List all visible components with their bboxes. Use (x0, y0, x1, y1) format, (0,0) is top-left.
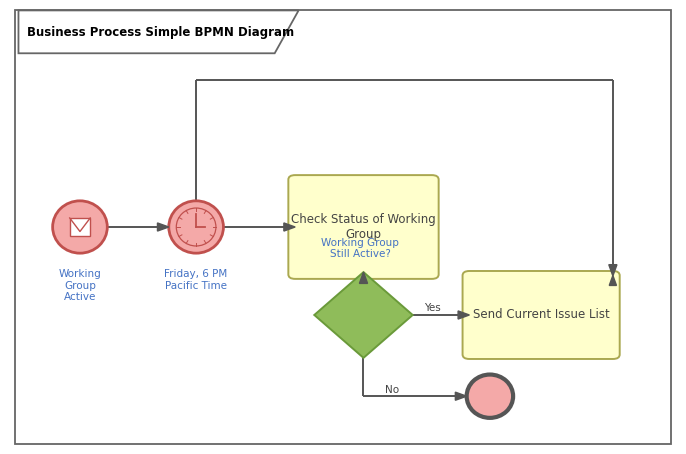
Polygon shape (608, 265, 617, 276)
Text: Working
Group
Active: Working Group Active (58, 269, 102, 302)
FancyBboxPatch shape (288, 175, 438, 279)
Polygon shape (609, 276, 617, 286)
Text: Check Status of Working
Group: Check Status of Working Group (291, 213, 436, 241)
Ellipse shape (466, 375, 513, 418)
Text: No: No (386, 385, 399, 395)
FancyBboxPatch shape (15, 10, 671, 444)
Ellipse shape (53, 201, 107, 253)
Text: Yes: Yes (424, 303, 440, 313)
Polygon shape (458, 311, 469, 319)
Text: Friday, 6 PM
Pacific Time: Friday, 6 PM Pacific Time (165, 269, 228, 291)
Polygon shape (19, 10, 298, 53)
FancyBboxPatch shape (70, 218, 90, 236)
Polygon shape (456, 392, 466, 400)
Text: Business Process Simple BPMN Diagram: Business Process Simple BPMN Diagram (27, 25, 294, 39)
Polygon shape (314, 272, 413, 358)
Polygon shape (359, 272, 368, 283)
Text: Send Current Issue List: Send Current Issue List (473, 308, 609, 321)
Text: Working Group
Still Active?: Working Group Still Active? (321, 238, 399, 260)
Ellipse shape (176, 208, 216, 246)
FancyBboxPatch shape (462, 271, 619, 359)
Ellipse shape (169, 201, 224, 253)
Polygon shape (284, 223, 295, 231)
Polygon shape (158, 223, 169, 231)
